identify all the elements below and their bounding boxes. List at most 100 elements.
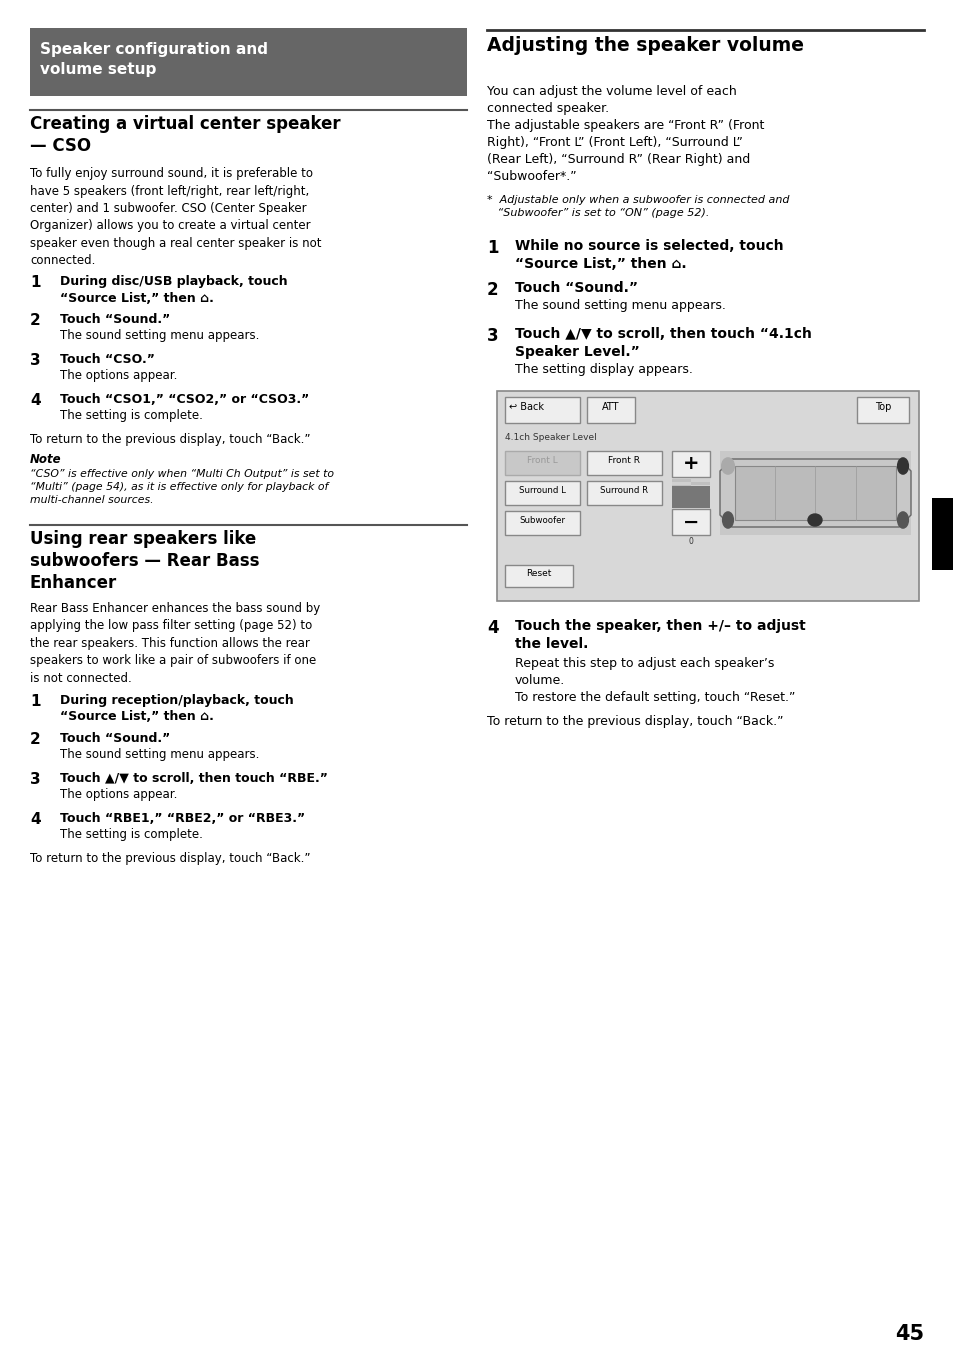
Bar (690, 488, 709, 491)
Text: Front R: Front R (607, 456, 639, 465)
Polygon shape (720, 458, 910, 527)
Text: Front L: Front L (526, 456, 557, 465)
Text: −: − (682, 512, 699, 531)
Text: 4: 4 (30, 813, 41, 827)
Text: Subwoofer: Subwoofer (518, 516, 564, 525)
Text: While no source is selected, touch
“Source List,” then ⌂.: While no source is selected, touch “Sour… (515, 239, 782, 270)
Text: 3: 3 (30, 353, 41, 368)
Bar (671, 502, 690, 504)
Bar (504, 452, 579, 475)
Text: 1: 1 (30, 694, 40, 708)
Text: 3: 3 (486, 327, 498, 345)
Bar (690, 481, 709, 484)
Text: 4: 4 (486, 619, 498, 637)
Text: The sound setting menu appears.: The sound setting menu appears. (515, 299, 725, 312)
Text: Reset: Reset (526, 569, 551, 579)
Text: 0: 0 (688, 537, 693, 546)
Text: 2: 2 (486, 281, 498, 299)
Bar (671, 484, 690, 488)
Ellipse shape (897, 512, 907, 529)
Text: Touch “CSO1,” “CSO2,” or “CSO3.”: Touch “CSO1,” “CSO2,” or “CSO3.” (60, 393, 309, 406)
Text: You can adjust the volume level of each
connected speaker.
The adjustable speake: You can adjust the volume level of each … (486, 85, 763, 183)
Bar (690, 504, 709, 507)
Text: Touch “RBE1,” “RBE2,” or “RBE3.”: Touch “RBE1,” “RBE2,” or “RBE3.” (60, 813, 305, 825)
Text: Rear Bass Enhancer enhances the bass sound by
applying the low pass filter setti: Rear Bass Enhancer enhances the bass sou… (30, 602, 320, 685)
Text: 1: 1 (486, 239, 498, 257)
Text: To fully enjoy surround sound, it is preferable to
have 5 speakers (front left/r: To fully enjoy surround sound, it is pre… (30, 168, 321, 268)
Text: Adjusting the speaker volume: Adjusting the speaker volume (486, 37, 803, 55)
Bar (690, 491, 709, 493)
Text: Touch “CSO.”: Touch “CSO.” (60, 353, 154, 366)
Bar (671, 504, 690, 507)
Bar (690, 502, 709, 504)
Bar (690, 493, 709, 496)
Text: 3: 3 (30, 772, 41, 787)
Bar (671, 491, 690, 493)
Text: Surround R: Surround R (599, 485, 647, 495)
Text: Note: Note (30, 453, 62, 466)
Ellipse shape (807, 514, 821, 526)
Text: During disc/USB playback, touch
“Source List,” then ⌂.: During disc/USB playback, touch “Source … (60, 274, 287, 304)
Bar (671, 496, 690, 499)
Bar (671, 481, 690, 484)
Bar (671, 508, 709, 535)
Text: 45: 45 (894, 1324, 923, 1344)
Ellipse shape (721, 512, 733, 529)
Text: 2: 2 (30, 731, 41, 748)
Text: ↩ Back: ↩ Back (509, 402, 543, 412)
Text: To return to the previous display, touch “Back.”: To return to the previous display, touch… (486, 715, 782, 727)
Bar (671, 452, 709, 477)
Text: Touch ▲/▼ to scroll, then touch “RBE.”: Touch ▲/▼ to scroll, then touch “RBE.” (60, 772, 328, 786)
Bar (671, 499, 690, 502)
Bar (30, 28, 467, 96)
Bar (690, 479, 709, 481)
Text: Touch “Sound.”: Touch “Sound.” (60, 314, 170, 326)
Text: Creating a virtual center speaker
— CSO: Creating a virtual center speaker — CSO (30, 115, 340, 155)
Text: Top: Top (874, 402, 890, 412)
Bar (690, 484, 709, 488)
Bar (586, 452, 661, 475)
Text: The sound setting menu appears.: The sound setting menu appears. (60, 329, 259, 342)
Text: 2: 2 (30, 314, 41, 329)
Text: Speaker configuration and
volume setup: Speaker configuration and volume setup (40, 42, 268, 77)
Text: To return to the previous display, touch “Back.”: To return to the previous display, touch… (30, 852, 310, 865)
Text: Touch the speaker, then +/– to adjust
the level.: Touch the speaker, then +/– to adjust th… (515, 619, 805, 650)
Bar (504, 397, 579, 423)
Text: Touch ▲/▼ to scroll, then touch “4.1ch
Speaker Level.”: Touch ▲/▼ to scroll, then touch “4.1ch S… (515, 327, 811, 358)
Bar (586, 397, 635, 423)
Text: The setting display appears.: The setting display appears. (515, 362, 692, 376)
Bar (586, 481, 661, 506)
Bar (671, 488, 690, 491)
Bar (720, 452, 910, 535)
Text: 1: 1 (30, 274, 40, 289)
Bar (690, 496, 709, 499)
Text: During reception/playback, touch
“Source List,” then ⌂.: During reception/playback, touch “Source… (60, 694, 294, 723)
Bar (734, 466, 895, 521)
Text: 4.1ch Speaker Level: 4.1ch Speaker Level (504, 433, 597, 442)
Text: To return to the previous display, touch “Back.”: To return to the previous display, touch… (30, 433, 310, 446)
Text: The options appear.: The options appear. (60, 369, 177, 383)
Text: The setting is complete.: The setting is complete. (60, 827, 203, 841)
Ellipse shape (897, 458, 907, 475)
Bar (671, 479, 690, 481)
Bar (504, 565, 573, 587)
Text: Touch “Sound.”: Touch “Sound.” (515, 281, 638, 295)
Text: The sound setting menu appears.: The sound setting menu appears. (60, 748, 259, 761)
Text: *  Adjustable only when a subwoofer is connected and
   “Subwoofer” is set to “O: * Adjustable only when a subwoofer is co… (486, 195, 789, 218)
Bar (504, 481, 579, 506)
Text: Using rear speakers like
subwoofers — Rear Bass
Enhancer: Using rear speakers like subwoofers — Re… (30, 530, 259, 592)
Text: +: + (682, 454, 699, 473)
Bar (690, 499, 709, 502)
Bar (931, 498, 953, 571)
Text: Repeat this step to adjust each speaker’s
volume.
To restore the default setting: Repeat this step to adjust each speaker’… (515, 657, 795, 704)
Ellipse shape (720, 458, 734, 475)
Bar (497, 391, 918, 602)
Text: Touch “Sound.”: Touch “Sound.” (60, 731, 170, 745)
Text: The setting is complete.: The setting is complete. (60, 410, 203, 422)
Bar (671, 493, 690, 496)
Bar (504, 511, 579, 535)
Text: Surround L: Surround L (518, 485, 565, 495)
Bar (671, 485, 709, 508)
Text: The options appear.: The options appear. (60, 788, 177, 800)
Text: “CSO” is effective only when “Multi Ch Output” is set to
“Multi” (page 54), as i: “CSO” is effective only when “Multi Ch O… (30, 469, 334, 506)
